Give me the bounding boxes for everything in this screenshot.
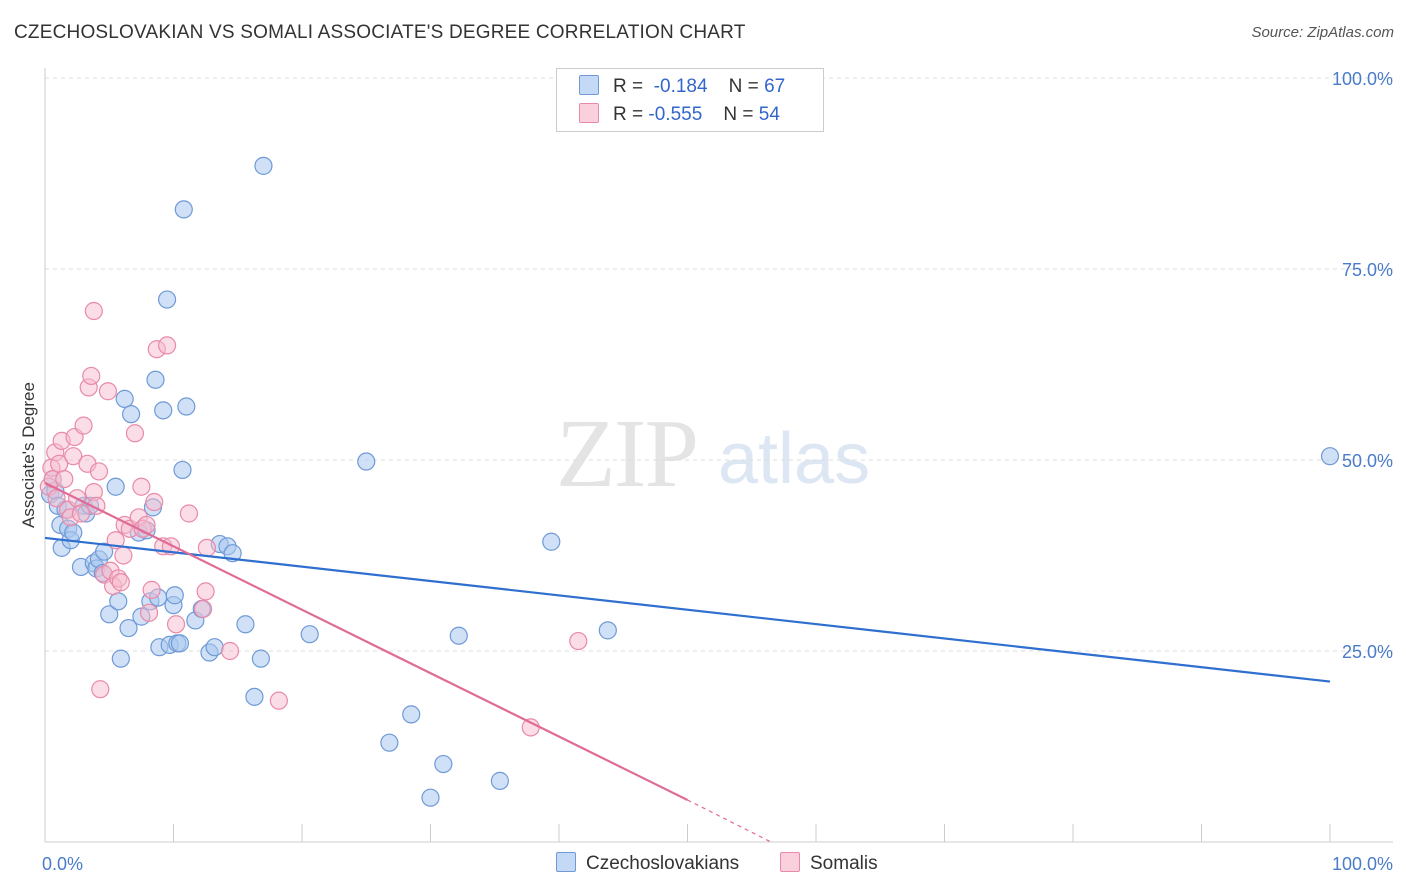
data-point-czechoslovakian <box>245 687 264 706</box>
gridlines <box>45 77 1393 652</box>
chart-title: CZECHOSLOVAKIAN VS SOMALI ASSOCIATE'S DE… <box>14 22 746 43</box>
data-point-somali <box>220 641 240 661</box>
legend-n-value: 54 <box>758 104 780 125</box>
y-tick-label: 100.0% <box>1332 69 1393 89</box>
data-point-somali <box>193 599 213 619</box>
y-tick-label: 50.0% <box>1342 451 1393 471</box>
data-point-somali <box>84 301 103 321</box>
legend-row-somalis: R = -0.555 N = 54 <box>579 103 780 129</box>
legend-n-label: N = <box>728 76 759 97</box>
data-point-czechoslovakian <box>95 542 114 561</box>
data-point-somali <box>125 424 145 443</box>
data-point-somali <box>197 538 217 557</box>
data-point-czechoslovakian <box>165 586 184 605</box>
watermark-atlas: atlas <box>718 419 871 499</box>
data-point-somali <box>55 470 74 489</box>
data-point-czechoslovakian <box>236 615 255 634</box>
trend-line-somali-extension <box>687 799 772 843</box>
czechoslovakian-points <box>41 156 1340 807</box>
data-point-czechoslovakian <box>106 477 125 496</box>
data-point-somali <box>91 680 110 699</box>
data-point-czechoslovakian <box>490 771 509 790</box>
y-tick-label: 25.0% <box>1342 642 1393 662</box>
data-point-czechoslovakian <box>402 705 421 724</box>
data-point-czechoslovakian <box>205 638 224 657</box>
axes <box>44 68 1393 843</box>
legend-row-czechoslovakians: R = -0.184 N = 67 <box>579 75 785 101</box>
watermark-zip: ZIP <box>556 400 699 508</box>
data-point-somali <box>269 691 288 710</box>
data-point-somali <box>114 546 133 565</box>
x-tick-label: 100.0% <box>1332 854 1393 874</box>
bottom-legend-swatch-blue <box>556 852 576 872</box>
data-point-czechoslovakian <box>177 397 196 416</box>
data-point-somali <box>142 580 161 599</box>
data-point-czechoslovakian <box>119 618 138 638</box>
legend-swatch-pink <box>579 103 599 123</box>
data-point-somali <box>132 477 151 496</box>
bottom-legend-somalis: Somalis <box>780 852 878 875</box>
data-point-czechoslovakian <box>174 200 193 219</box>
data-point-somali <box>71 504 91 523</box>
data-point-czechoslovakian <box>157 290 177 309</box>
data-point-czechoslovakian <box>380 733 399 752</box>
bottom-legend-label: Somalis <box>810 853 878 874</box>
data-point-czechoslovakian <box>254 156 273 175</box>
data-point-czechoslovakian <box>115 389 134 408</box>
source-label: Source: ZipAtlas.com <box>1251 24 1394 41</box>
data-point-czechoslovakian <box>154 401 173 420</box>
legend-r-label: R = <box>613 76 644 97</box>
data-point-czechoslovakian <box>109 592 128 611</box>
trend-line-somali <box>44 481 688 801</box>
data-point-czechoslovakian <box>64 523 83 542</box>
data-point-somali <box>179 504 199 523</box>
y-tick-label: 75.0% <box>1342 260 1393 280</box>
data-point-czechoslovakian <box>1320 447 1340 466</box>
data-point-somali <box>569 631 588 651</box>
data-point-somali <box>64 447 83 466</box>
legend-n-value: 67 <box>764 76 786 97</box>
data-point-somali <box>98 382 118 401</box>
data-point-somali <box>139 603 159 622</box>
data-point-somali <box>166 615 186 634</box>
data-point-somali <box>196 582 215 601</box>
y-axis-label: Associate's Degree <box>19 382 38 528</box>
data-point-czechoslovakian <box>146 370 165 389</box>
data-point-czechoslovakian <box>173 460 192 480</box>
data-point-czechoslovakian <box>300 625 319 644</box>
bottom-legend-swatch-pink <box>780 852 800 872</box>
data-point-czechoslovakian <box>421 788 440 807</box>
legend-r-value: -0.555 <box>648 104 703 125</box>
trend-lines <box>44 481 1331 843</box>
data-point-czechoslovakian <box>449 626 468 645</box>
data-point-somali <box>82 366 101 386</box>
data-point-czechoslovakian <box>598 621 617 640</box>
bottom-legend-label: Czechoslovakians <box>586 853 740 874</box>
data-point-czechoslovakian <box>121 405 141 424</box>
legend-swatch-blue <box>579 75 599 95</box>
legend-r-label: R = <box>613 104 644 125</box>
data-point-somali <box>111 573 130 592</box>
data-point-somali <box>89 462 109 481</box>
legend-n-label: N = <box>723 104 754 125</box>
data-point-somali <box>74 416 93 435</box>
somali-points <box>39 301 588 737</box>
data-point-czechoslovakian <box>357 452 376 471</box>
data-point-czechoslovakian <box>170 634 190 653</box>
data-point-czechoslovakian <box>251 649 270 668</box>
legend-r-value: -0.184 <box>653 76 708 97</box>
correlation-legend: R = -0.184 N = 67 R = -0.555 N = 54 <box>556 68 824 132</box>
data-point-somali <box>157 336 177 355</box>
data-point-czechoslovakian <box>434 754 453 774</box>
data-point-somali <box>145 492 164 512</box>
data-point-czechoslovakian <box>542 532 561 551</box>
x-tick-label: 0.0% <box>42 854 83 874</box>
bottom-legend-czechoslovakians: Czechoslovakians <box>556 852 739 875</box>
data-point-czechoslovakian <box>100 605 119 624</box>
tick-labels: 25.0% 50.0% 75.0% 100.0% 0.0% 100.0% Associate… <box>19 69 1393 874</box>
data-point-czechoslovakian <box>111 649 130 668</box>
trend-line-czechoslovakian <box>44 536 1331 683</box>
